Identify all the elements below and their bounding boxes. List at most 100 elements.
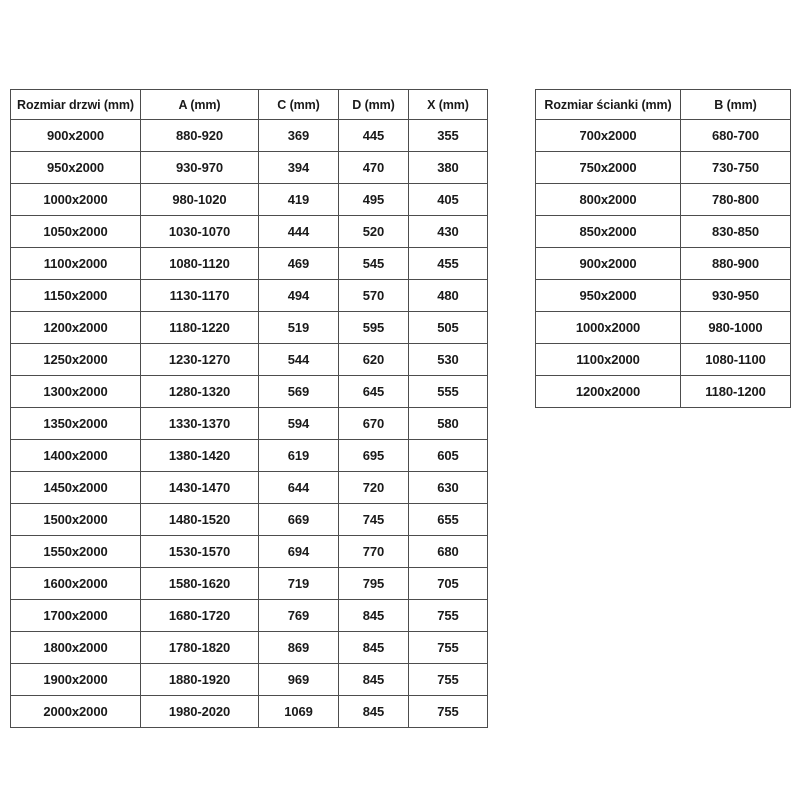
cell-c: 769: [258, 599, 339, 632]
table-row: 1450x2000 1430-1470 644 720 630: [10, 471, 488, 504]
doors-column-header-x: X (mm): [408, 89, 488, 120]
table-row: 700x2000 680-700: [535, 119, 791, 152]
cell-door-size: 1550x2000: [10, 535, 141, 568]
table-row: 1800x2000 1780-1820 869 845 755: [10, 631, 488, 664]
cell-x: 755: [408, 631, 488, 664]
cell-door-size: 1450x2000: [10, 471, 141, 504]
cell-wall-size: 1200x2000: [535, 375, 681, 408]
cell-x: 555: [408, 375, 488, 408]
table-row: 1600x2000 1580-1620 719 795 705: [10, 567, 488, 600]
walls-table-header-row: Rozmiar ścianki (mm) B (mm): [535, 89, 791, 120]
cell-d: 470: [338, 151, 409, 184]
table-row: 1900x2000 1880-1920 969 845 755: [10, 663, 488, 696]
cell-c: 694: [258, 535, 339, 568]
cell-d: 645: [338, 375, 409, 408]
cell-a: 1980-2020: [140, 695, 259, 728]
cell-c: 469: [258, 247, 339, 280]
cell-c: 569: [258, 375, 339, 408]
cell-c: 719: [258, 567, 339, 600]
cell-a: 1880-1920: [140, 663, 259, 696]
cell-x: 655: [408, 503, 488, 536]
table-row: 900x2000 880-900: [535, 247, 791, 280]
cell-x: 755: [408, 663, 488, 696]
cell-door-size: 1000x2000: [10, 183, 141, 216]
table-row: 1050x2000 1030-1070 444 520 430: [10, 215, 488, 248]
cell-b: 680-700: [680, 119, 791, 152]
cell-a: 1030-1070: [140, 215, 259, 248]
cell-x: 755: [408, 695, 488, 728]
cell-x: 530: [408, 343, 488, 376]
cell-door-size: 900x2000: [10, 119, 141, 152]
cell-a: 930-970: [140, 151, 259, 184]
cell-x: 605: [408, 439, 488, 472]
table-row: 800x2000 780-800: [535, 183, 791, 216]
cell-x: 405: [408, 183, 488, 216]
cell-a: 1380-1420: [140, 439, 259, 472]
doors-column-header-size: Rozmiar drzwi (mm): [10, 89, 141, 120]
cell-x: 505: [408, 311, 488, 344]
cell-d: 845: [338, 663, 409, 696]
table-row: 950x2000 930-970 394 470 380: [10, 151, 488, 184]
cell-door-size: 1150x2000: [10, 279, 141, 312]
walls-column-header-b: B (mm): [680, 89, 791, 120]
cell-d: 845: [338, 631, 409, 664]
cell-d: 570: [338, 279, 409, 312]
cell-c: 644: [258, 471, 339, 504]
cell-d: 845: [338, 695, 409, 728]
cell-x: 705: [408, 567, 488, 600]
walls-column-header-size: Rozmiar ścianki (mm): [535, 89, 681, 120]
cell-c: 444: [258, 215, 339, 248]
cell-door-size: 950x2000: [10, 151, 141, 184]
doors-column-header-c: C (mm): [258, 89, 339, 120]
cell-d: 720: [338, 471, 409, 504]
table-row: 1350x2000 1330-1370 594 670 580: [10, 407, 488, 440]
cell-wall-size: 1100x2000: [535, 343, 681, 376]
cell-x: 630: [408, 471, 488, 504]
table-row: 1700x2000 1680-1720 769 845 755: [10, 599, 488, 632]
cell-d: 445: [338, 119, 409, 152]
cell-a: 1580-1620: [140, 567, 259, 600]
table-row: 1200x2000 1180-1200: [535, 375, 791, 408]
table-row: 1100x2000 1080-1100: [535, 343, 791, 376]
table-row: 1100x2000 1080-1120 469 545 455: [10, 247, 488, 280]
table-row: 1200x2000 1180-1220 519 595 505: [10, 311, 488, 344]
cell-door-size: 1050x2000: [10, 215, 141, 248]
table-row: 2000x2000 1980-2020 1069 845 755: [10, 695, 488, 728]
cell-x: 430: [408, 215, 488, 248]
doors-table-body: 900x2000 880-920 369 445 355 950x2000 930-970 3…: [10, 119, 488, 728]
cell-x: 755: [408, 599, 488, 632]
cell-door-size: 1350x2000: [10, 407, 141, 440]
cell-b: 780-800: [680, 183, 791, 216]
table-row: 1500x2000 1480-1520 669 745 655: [10, 503, 488, 536]
cell-a: 1680-1720: [140, 599, 259, 632]
cell-d: 620: [338, 343, 409, 376]
cell-a: 980-1020: [140, 183, 259, 216]
cell-x: 380: [408, 151, 488, 184]
cell-wall-size: 700x2000: [535, 119, 681, 152]
walls-table-body: 700x2000 680-700 750x2000 730-750 800x2000 78…: [535, 119, 791, 408]
cell-door-size: 1200x2000: [10, 311, 141, 344]
cell-c: 869: [258, 631, 339, 664]
table-row: 900x2000 880-920 369 445 355: [10, 119, 488, 152]
cell-wall-size: 750x2000: [535, 151, 681, 184]
table-row: 1150x2000 1130-1170 494 570 480: [10, 279, 488, 312]
cell-a: 1180-1220: [140, 311, 259, 344]
cell-x: 480: [408, 279, 488, 312]
cell-a: 1130-1170: [140, 279, 259, 312]
cell-a: 1330-1370: [140, 407, 259, 440]
cell-d: 770: [338, 535, 409, 568]
cell-x: 355: [408, 119, 488, 152]
cell-wall-size: 850x2000: [535, 215, 681, 248]
cell-b: 1080-1100: [680, 343, 791, 376]
cell-c: 619: [258, 439, 339, 472]
cell-c: 394: [258, 151, 339, 184]
cell-c: 519: [258, 311, 339, 344]
cell-d: 495: [338, 183, 409, 216]
cell-door-size: 1500x2000: [10, 503, 141, 536]
table-row: 1000x2000 980-1020 419 495 405: [10, 183, 488, 216]
table-row: 1550x2000 1530-1570 694 770 680: [10, 535, 488, 568]
table-row: 1400x2000 1380-1420 619 695 605: [10, 439, 488, 472]
cell-door-size: 1900x2000: [10, 663, 141, 696]
cell-a: 880-920: [140, 119, 259, 152]
cell-b: 830-850: [680, 215, 791, 248]
